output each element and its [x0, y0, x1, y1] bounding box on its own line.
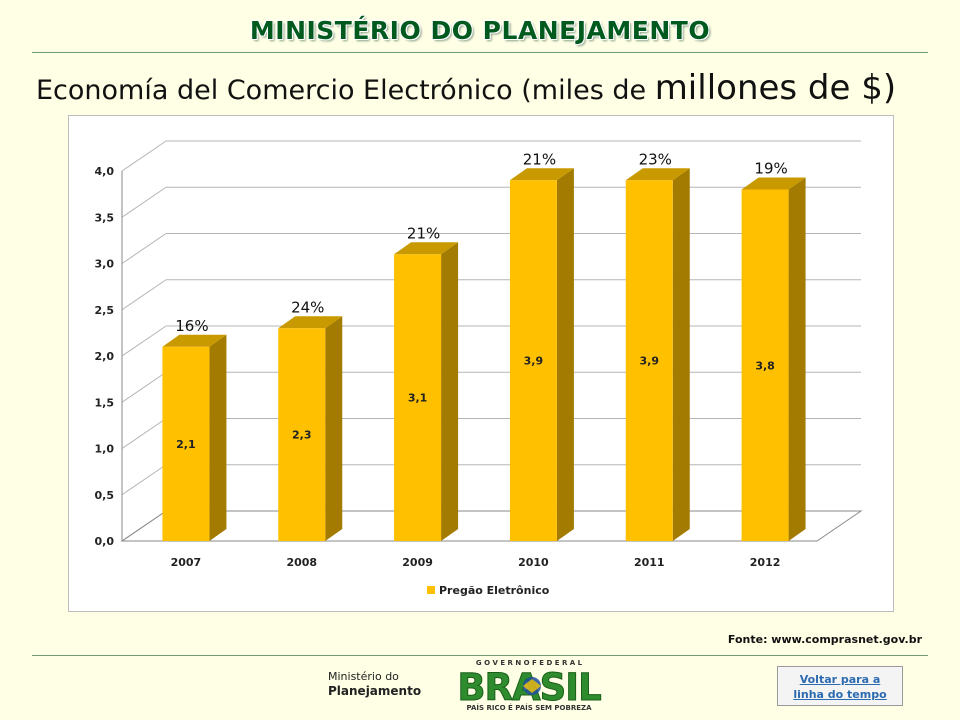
bar-2009	[394, 254, 442, 541]
bar-side-2010	[556, 168, 574, 541]
bar-top-2008	[278, 316, 343, 329]
grid-depth-line	[121, 140, 167, 172]
bar-2012	[741, 189, 789, 541]
bar-top-2011	[625, 168, 690, 181]
ministry-logo-line2: Planejamento	[328, 684, 422, 698]
brasil-wordmark: BRASIL	[457, 666, 603, 710]
x-tick-label: 2008	[286, 556, 317, 569]
bar-value-label: 2,3	[292, 429, 312, 442]
bar-top-2012	[741, 177, 806, 190]
y-tick-label: 1,5	[95, 396, 115, 409]
ministry-title: MINISTÉRIO DO PLANEJAMENTO	[249, 16, 711, 45]
grid-depth-line	[121, 418, 167, 449]
x-tick-label: 2007	[171, 556, 202, 569]
chart-panel: 0,0 0,5 1,0 1,5 2,0 2,5 3,0 3,5 4,0 2,1 16% 2007 2,3…	[68, 115, 894, 612]
y-tick-label: 0,5	[95, 489, 115, 502]
growth-label: 21%	[407, 224, 440, 242]
subtitle-main: Economía del Comercio Electrónico (miles…	[36, 75, 655, 106]
bar-2010	[509, 180, 557, 541]
growth-label: 19%	[754, 160, 787, 178]
bar-top-2007	[162, 334, 227, 347]
x-tick-label: 2010	[518, 556, 549, 569]
ministry-logo: Ministério do Planejamento	[328, 670, 421, 698]
source-note: Fonte: www.comprasnet.gov.br	[727, 633, 922, 646]
bar-value-label: 3,9	[524, 355, 544, 368]
bar-value-label: 3,9	[640, 355, 660, 368]
bar-top-2009	[394, 242, 459, 255]
y-tick-label: 2,0	[95, 350, 115, 363]
y-tick-label: 3,5	[95, 211, 115, 224]
header-divider	[32, 52, 928, 53]
grid-depth-line	[121, 464, 167, 496]
legend-label: Pregão Eletrônico	[439, 584, 550, 597]
growth-label: 24%	[291, 298, 324, 316]
ministry-logo-line1: Ministério do	[328, 670, 399, 683]
x-tick-label: 2009	[402, 556, 433, 569]
back-button-line2: linha do tempo	[793, 688, 887, 701]
grid-depth-line	[121, 371, 167, 403]
subtitle-emphasis: millones de $)	[654, 68, 897, 108]
growth-label: 21%	[523, 150, 556, 168]
bar-side-2008	[325, 316, 343, 541]
grid-depth-line	[121, 325, 167, 357]
bar-side-2011	[672, 168, 690, 541]
back-button-line1: Voltar para a	[799, 673, 881, 686]
bar-side-2007	[209, 334, 227, 541]
bar-value-label: 3,1	[408, 392, 428, 405]
bar-2008	[278, 328, 326, 541]
governo-federal-brasil-logo: G O V E R N O F E D E R A L BRASIL PAÍS …	[457, 659, 603, 712]
chart-floor	[120, 510, 863, 542]
bar-2007	[162, 346, 210, 541]
bar-chart: 0,0 0,5 1,0 1,5 2,0 2,5 3,0 3,5 4,0 2,1 16% 2007 2,3…	[95, 140, 863, 597]
footer-divider	[32, 655, 928, 656]
growth-label: 16%	[175, 317, 208, 335]
bar-side-2012	[788, 177, 806, 541]
gov-federal-text: G O V E R N O F E D E R A L	[476, 659, 583, 667]
y-tick-label: 1,0	[95, 443, 115, 456]
x-tick-label: 2012	[750, 556, 781, 569]
back-to-timeline-button[interactable]: Voltar para a linha do tempo	[777, 666, 903, 706]
bar-value-label: 2,1	[176, 438, 196, 451]
x-tick-label: 2011	[634, 556, 665, 569]
page-subtitle: Economía del Comercio Electrónico (miles…	[36, 68, 896, 108]
grid-depth-line	[121, 279, 167, 311]
legend-swatch	[427, 586, 435, 594]
bar-value-label: 3,8	[755, 359, 775, 372]
y-tick-label: 3,0	[95, 258, 115, 271]
bar-side-2009	[441, 242, 459, 541]
bar-top-2010	[509, 168, 574, 181]
y-tick-label: 4,0	[95, 165, 115, 178]
y-tick-label: 0,0	[95, 535, 115, 548]
bar-2011	[625, 180, 673, 541]
grid-depth-line	[121, 233, 167, 264]
y-tick-label: 2,5	[95, 304, 115, 317]
grid-depth-line	[121, 186, 167, 218]
growth-label: 23%	[639, 150, 672, 168]
slogan-text: PAÍS RICO É PAÍS SEM POBREZA	[466, 703, 592, 712]
